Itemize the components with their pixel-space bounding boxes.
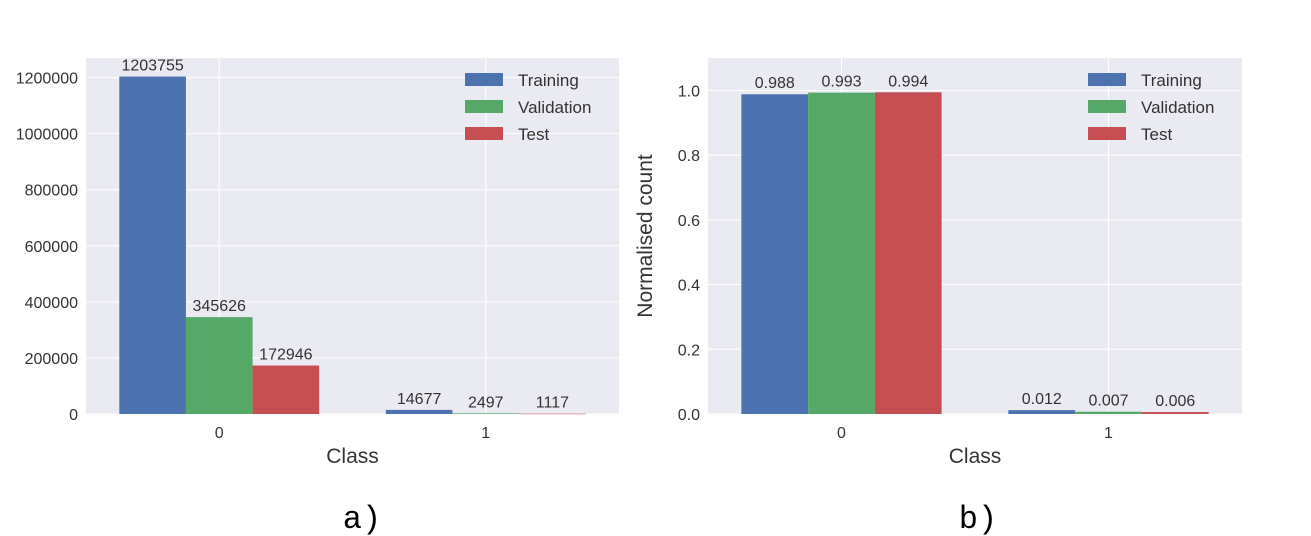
bar-training-class-0 xyxy=(119,76,186,415)
y-tick-label: 0 xyxy=(69,407,78,424)
y-tick-label: 400000 xyxy=(25,295,78,312)
legend-swatch xyxy=(1088,127,1126,140)
y-tick-label: 200000 xyxy=(25,351,78,368)
bar-training-class-0 xyxy=(741,94,809,414)
bar-value-label: 0.012 xyxy=(1022,391,1062,408)
panel-label: b) xyxy=(959,501,997,536)
bar-value-label: 0.006 xyxy=(1155,393,1195,410)
legend-swatch xyxy=(465,100,503,113)
bar-value-label: 14677 xyxy=(397,391,442,408)
legend-label: Validation xyxy=(518,98,591,117)
bar-value-label: 345626 xyxy=(193,298,246,315)
bar-value-label: 0.007 xyxy=(1088,393,1128,410)
x-axis-label: Class xyxy=(326,445,379,468)
bar-value-label: 1117 xyxy=(536,395,569,412)
y-tick-label: 800000 xyxy=(25,183,78,200)
bar-value-label: 1203755 xyxy=(121,58,183,75)
bar-validation-class-0 xyxy=(808,92,875,414)
legend-label: Validation xyxy=(1141,98,1214,117)
bar-test-class-0 xyxy=(874,92,942,415)
x-tick-label: 1 xyxy=(1104,425,1113,442)
legend-swatch xyxy=(465,127,503,140)
y-tick-label: 1.0 xyxy=(678,83,700,100)
bar-value-label: 0.994 xyxy=(888,73,928,90)
panel-label: a) xyxy=(343,501,381,536)
bar-test-class-1 xyxy=(1141,412,1209,414)
y-tick-label: 1000000 xyxy=(16,127,78,144)
y-tick-label: 0.6 xyxy=(678,213,700,230)
y-tick-label: 0.0 xyxy=(678,407,700,424)
bar-value-label: 0.988 xyxy=(755,75,795,92)
legend-swatch xyxy=(465,73,503,86)
bar-value-label: 172946 xyxy=(259,347,312,364)
y-axis-label: Normalised count xyxy=(634,154,657,318)
y-tick-label: 0.2 xyxy=(678,342,700,359)
legend-label: Test xyxy=(518,125,549,144)
y-tick-label: 600000 xyxy=(25,239,78,256)
bar-training-class-1 xyxy=(385,409,453,414)
bar-training-class-1 xyxy=(1008,410,1076,414)
x-tick-label: 0 xyxy=(215,425,224,442)
bar-validation-class-0 xyxy=(185,317,253,414)
chart-panel-0: 0 200000 400000 600000 800000 1000000 1200000 0… xyxy=(16,58,619,536)
y-tick-label: 1200000 xyxy=(16,71,78,88)
legend-swatch xyxy=(1088,100,1126,113)
x-axis-label: Class xyxy=(949,445,1002,468)
legend-label: Test xyxy=(1141,125,1172,144)
x-tick-label: 1 xyxy=(481,425,490,442)
legend-swatch xyxy=(1088,73,1126,86)
bar-validation-class-1 xyxy=(452,413,520,414)
y-tick-label: 0.4 xyxy=(678,278,700,295)
bar-validation-class-1 xyxy=(1075,411,1142,414)
legend-label: Training xyxy=(518,71,579,90)
chart-panel-1: 0.0 0.2 0.4 0.6 0.8 1.0 0 1 0.988 0.012 0.993 0.007… xyxy=(634,58,1242,536)
bar-value-label: 0.993 xyxy=(821,74,861,91)
x-tick-label: 0 xyxy=(837,425,846,442)
bar-test-class-0 xyxy=(252,365,320,414)
bar-test-class-1 xyxy=(519,413,586,415)
bar-value-label: 2497 xyxy=(468,394,504,411)
legend-label: Training xyxy=(1141,71,1202,90)
y-tick-label: 0.8 xyxy=(678,148,700,165)
